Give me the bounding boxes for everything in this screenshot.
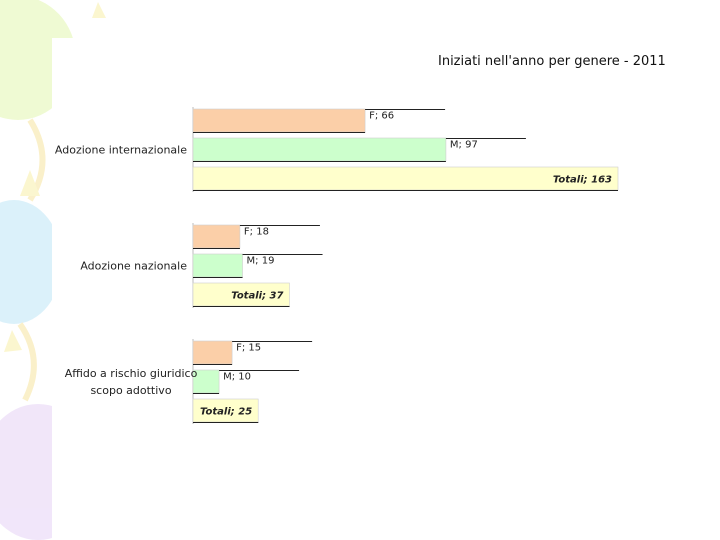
category-label: scopo adottivo bbox=[90, 384, 171, 397]
confetti-shape bbox=[92, 2, 106, 18]
category-label: Adozione nazionale bbox=[80, 260, 187, 273]
balloon-string bbox=[17, 322, 37, 402]
confetti-shape bbox=[4, 330, 22, 352]
bar-m bbox=[192, 137, 447, 162]
bar-data-label: F; 66 bbox=[369, 111, 394, 122]
category-label: Affido a rischio giuridico bbox=[65, 367, 198, 380]
balloon-blue bbox=[0, 200, 62, 324]
bar-data-label: F; 18 bbox=[244, 227, 269, 238]
chart-area: Iniziati nell'anno per genere - 2011 F; … bbox=[52, 38, 720, 540]
bar-data-label: F; 15 bbox=[236, 343, 261, 354]
total-data-label: Totali; 37 bbox=[231, 291, 283, 302]
bar-data-label: M; 10 bbox=[223, 372, 251, 383]
chart-title: Iniziati nell'anno per genere - 2011 bbox=[438, 54, 666, 69]
bar-f bbox=[192, 108, 366, 133]
bar-data-label: M; 19 bbox=[247, 256, 275, 267]
bar-f bbox=[192, 340, 233, 365]
bar-data-label: M; 97 bbox=[450, 140, 478, 151]
confetti-shape bbox=[20, 170, 40, 196]
category-label: Adozione internazionale bbox=[55, 144, 187, 157]
bar-f bbox=[192, 224, 241, 249]
bar-m bbox=[192, 253, 243, 278]
total-data-label: Totali; 25 bbox=[200, 407, 252, 418]
total-data-label: Totali; 163 bbox=[553, 175, 612, 186]
bar-chart: Iniziati nell'anno per genere - 2011 F; … bbox=[55, 54, 666, 424]
